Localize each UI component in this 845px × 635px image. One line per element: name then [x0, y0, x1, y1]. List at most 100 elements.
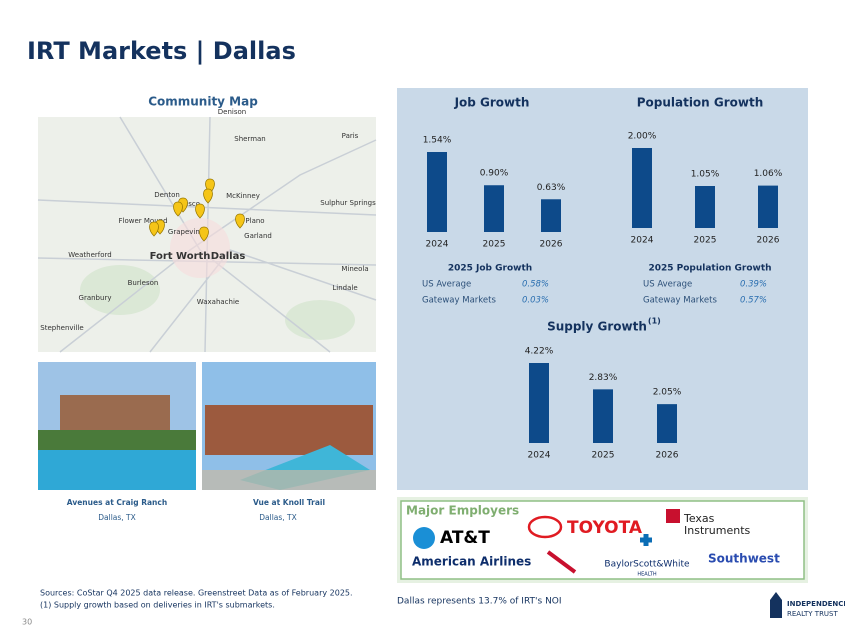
map-pin	[149, 221, 159, 237]
property-location: Dallas, TX	[98, 513, 136, 522]
employer-logo: TOYOTA	[567, 518, 643, 538]
map-label: Weatherford	[68, 251, 111, 259]
value-label: 1.05%	[691, 170, 720, 180]
brand-name: REALTY TRUST	[787, 610, 838, 618]
category-label: 2025	[592, 451, 615, 461]
map-park	[285, 300, 355, 340]
stats-label: US Average	[422, 280, 471, 290]
category-label: 2025	[483, 240, 506, 250]
category-label: 2025	[694, 236, 717, 246]
brand-name: INDEPENDENCE	[787, 600, 845, 608]
stats-label: Gateway Markets	[643, 296, 717, 306]
noi-note: Dallas represents 13.7% of IRT's NOI	[397, 597, 562, 607]
map-label: Denton	[154, 191, 180, 199]
map-label: Granbury	[79, 294, 112, 302]
bar	[758, 185, 778, 228]
stats-label: US Average	[643, 280, 692, 290]
logo-icon	[413, 527, 435, 549]
employer-logo: HEALTH	[637, 572, 656, 578]
map-label: Burleson	[128, 279, 159, 287]
value-label: 4.22%	[525, 347, 554, 357]
bar	[695, 186, 715, 228]
map-label: Paris	[342, 132, 359, 140]
employer-logo: Southwest	[708, 552, 780, 566]
chart-title-note: (1)	[648, 317, 661, 326]
map-label: Mineola	[341, 265, 368, 273]
employer-logo: Instruments	[684, 524, 751, 537]
map-park	[80, 265, 160, 315]
stats-label: Gateway Markets	[422, 296, 496, 306]
map-label: Fort Worth	[150, 251, 211, 262]
stats-value: 0.03%	[522, 296, 549, 306]
map	[37, 116, 377, 353]
map-pin	[199, 226, 209, 242]
logo-icon	[666, 509, 680, 523]
map-pin	[173, 201, 183, 217]
map-label: Sulphur Springs	[320, 199, 376, 207]
logo-icon	[546, 550, 577, 574]
stats-title: 2025 Job Growth	[448, 264, 532, 274]
category-label: 2024	[426, 240, 449, 250]
map-label: Grapevine	[168, 228, 204, 236]
map-label: Plano	[245, 217, 264, 225]
map-label: Waxahachie	[197, 298, 239, 306]
chart-title: Population Growth	[637, 96, 764, 110]
value-label: 2.00%	[628, 132, 657, 142]
brand-icon	[770, 592, 782, 618]
chart-title: Job Growth	[454, 96, 530, 110]
category-label: 2026	[540, 240, 563, 250]
footnote: Sources: CoStar Q4 2025 data release. Gr…	[40, 589, 353, 598]
logo-icon	[527, 515, 563, 539]
stats-value: 0.39%	[740, 280, 767, 290]
map-label: Flower Mound	[118, 217, 167, 225]
value-label: 1.06%	[754, 169, 783, 179]
map-pin	[195, 203, 205, 219]
value-label: 2.83%	[589, 373, 618, 383]
category-label: 2024	[528, 451, 551, 461]
value-label: 0.63%	[537, 183, 566, 193]
bar	[484, 185, 504, 232]
map-pin	[235, 213, 245, 229]
map-label: Stephenville	[40, 324, 83, 332]
bar	[593, 389, 613, 443]
map-title: Community Map	[148, 95, 258, 109]
category-label: 2026	[656, 451, 679, 461]
map-label: Lindale	[332, 284, 357, 292]
employer-logo: AT&T	[440, 528, 490, 548]
value-label: 0.90%	[480, 169, 509, 179]
property-location: Dallas, TX	[259, 513, 297, 522]
footnote: (1) Supply growth based on deliveries in…	[40, 601, 275, 610]
map-label: Sherman	[234, 135, 266, 143]
value-label: 1.54%	[423, 136, 452, 146]
bar	[427, 152, 447, 232]
employers-title: Major Employers	[406, 504, 519, 518]
category-label: 2024	[631, 236, 654, 246]
page-number: 30	[22, 618, 32, 627]
bar	[529, 363, 549, 443]
stats-value: 0.58%	[522, 280, 549, 290]
logo-icon	[640, 534, 652, 546]
chart-title: Supply Growth	[547, 320, 647, 334]
map-label: Garland	[244, 232, 272, 240]
stats-value: 0.57%	[740, 296, 767, 306]
bar	[541, 199, 561, 232]
slide-title: IRT Markets | Dallas	[27, 37, 296, 65]
map-label: Frisco	[180, 200, 200, 208]
metro-area	[170, 218, 230, 278]
employer-logo: Texas	[683, 512, 715, 525]
value-label: 2.05%	[653, 388, 682, 398]
photo	[38, 362, 196, 490]
map-label: Dallas	[211, 251, 246, 262]
map-pin	[203, 188, 213, 204]
bar	[632, 148, 652, 228]
bar	[657, 404, 677, 443]
category-label: 2026	[757, 236, 780, 246]
employer-logo: American Airlines	[412, 555, 531, 569]
map-label: Denison	[218, 108, 246, 116]
employer-logo: BaylorScott&White	[604, 560, 690, 570]
stats-title: 2025 Population Growth	[648, 264, 771, 274]
employers-box	[400, 500, 805, 580]
photo	[202, 362, 376, 490]
map-label: McKinney	[226, 192, 260, 200]
